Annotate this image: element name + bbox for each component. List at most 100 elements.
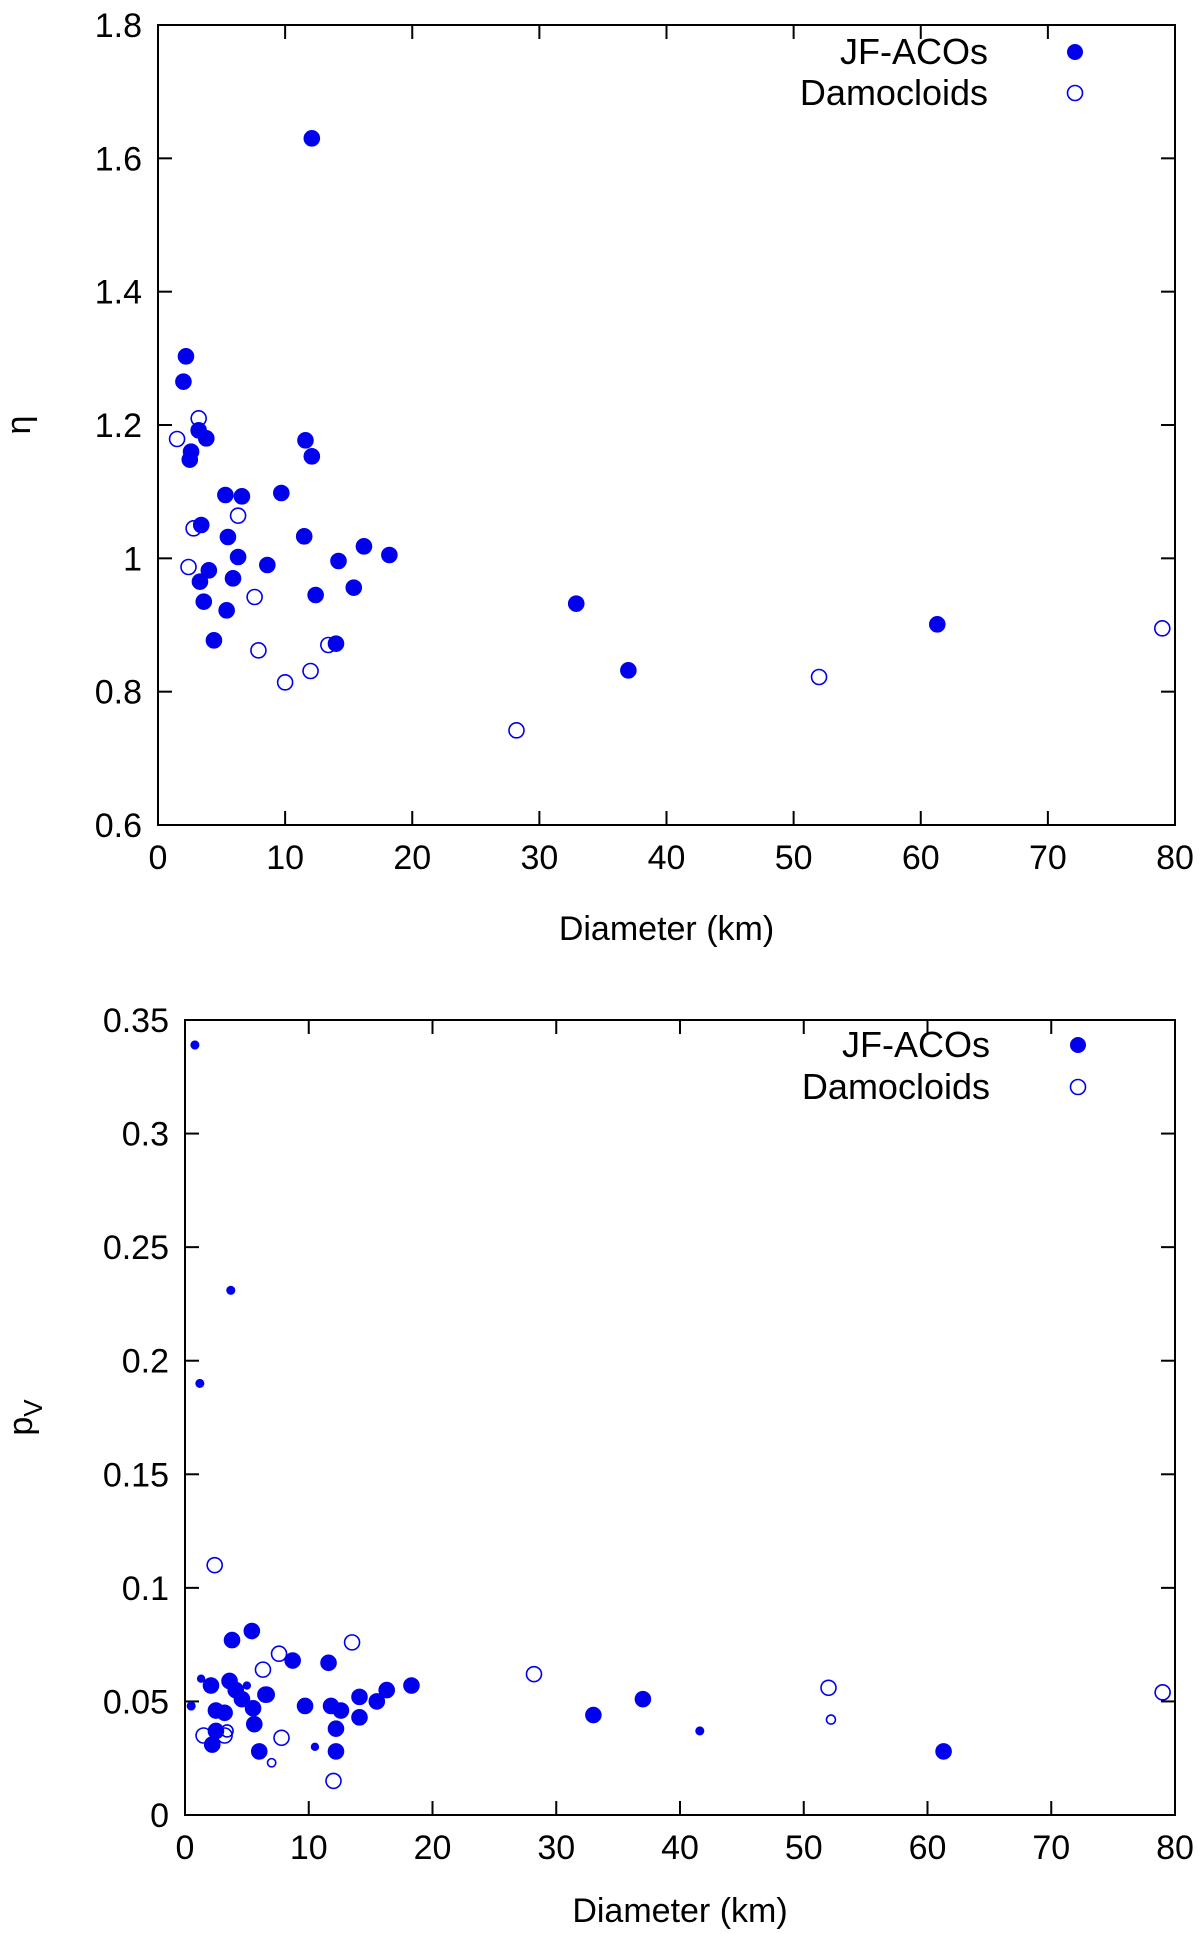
y-tick-label: 1 (123, 540, 142, 578)
jf-aco-point (295, 528, 313, 545)
jf-aco-point (226, 1285, 236, 1295)
jf-aco-point (303, 130, 321, 147)
x-tick-label: 20 (393, 839, 431, 877)
legend-marker-filled-icon (1070, 1037, 1086, 1053)
x-tick-labels: 0 10 20 30 40 50 60 70 80 (149, 839, 1194, 877)
jf-aco-point (327, 1720, 345, 1737)
legend: JF-ACOs Damocloids (802, 1024, 1087, 1107)
x-axis-label: Diameter (km) (559, 910, 774, 948)
damocloid-point (820, 1679, 837, 1697)
damocloid-point (190, 410, 207, 427)
y-axis-label: η (0, 416, 38, 435)
x-tick-label: 10 (266, 839, 304, 877)
jf-aco-point (191, 573, 209, 590)
damocloid-point (343, 1634, 361, 1651)
x-tick-label: 70 (1032, 1829, 1070, 1867)
jf-aco-point (330, 552, 347, 570)
y-tick-labels: 0 0.05 0.1 0.15 0.2 0.25 0.3 0.35 (103, 1002, 169, 1835)
x-tick-label: 40 (648, 839, 686, 877)
damocloid-point (825, 1714, 837, 1725)
damocloid-point (229, 507, 247, 524)
legend: JF-ACOs Damocloids (800, 31, 1084, 113)
legend-label-damocloids: Damocloids (802, 1066, 990, 1107)
jf-aco-point (259, 556, 276, 574)
jf-aco-point (567, 595, 585, 612)
jf-aco-point (257, 1686, 274, 1703)
x-tick-label: 10 (290, 1829, 328, 1867)
x-tick-label: 80 (1156, 839, 1194, 877)
y-tick-label: 0.2 (122, 1343, 169, 1381)
y-axis-label-subscript: V (18, 1399, 48, 1417)
jf-aco-point (229, 548, 247, 566)
damocloid-point (258, 1686, 275, 1703)
jf-aco-point (381, 546, 398, 564)
x-tick-label: 50 (775, 839, 813, 877)
damocloid-point (1153, 620, 1171, 637)
damocloid-point (180, 558, 197, 576)
x-axis-label: Diameter (km) (572, 1892, 787, 1930)
jf-aco-point (320, 1654, 337, 1672)
jf-aco-point (233, 488, 251, 505)
x-tick-label: 20 (414, 1829, 452, 1867)
damocloid-point (246, 588, 263, 606)
x-tick-label: 60 (909, 1829, 947, 1867)
tick-marks (157, 24, 1176, 826)
y-tick-label: 1.6 (95, 140, 142, 178)
jf-aco-point (196, 1674, 206, 1683)
jf-aco-point (935, 1743, 952, 1760)
jf-aco-point (216, 1704, 233, 1722)
damocloid-point (302, 662, 319, 680)
jf-aco-point (284, 1652, 301, 1669)
damocloid-point (270, 1645, 288, 1663)
damocloid-point (273, 1729, 290, 1747)
jf-aco-point (403, 1677, 420, 1694)
legend-label-jf-acos: JF-ACOs (840, 31, 988, 72)
albedo-panel: 0 10 20 30 40 50 60 70 80 0 0.05 0.1 0.15 0.2 0.25 0.3… (2, 1002, 1194, 1930)
damocloid-point (1154, 1684, 1171, 1701)
y-tick-label: 0.05 (103, 1683, 169, 1721)
jf-aco-point (928, 616, 946, 633)
x-tick-label: 0 (149, 839, 168, 877)
jf-aco-point (585, 1706, 602, 1724)
legend-marker-open-icon (1069, 1078, 1087, 1096)
x-tick-label: 60 (902, 839, 940, 877)
jf-aco-point (243, 1622, 261, 1640)
data-points (168, 130, 1171, 739)
damocloid-point (250, 642, 267, 659)
damocloid-point (508, 722, 525, 739)
jf-aco-point (207, 1722, 225, 1740)
jf-aco-point (217, 486, 234, 504)
damocloid-point (325, 1772, 342, 1790)
x-tick-label: 0 (176, 1829, 195, 1867)
x-tick-label: 30 (537, 1829, 575, 1867)
y-tick-label: 0.3 (122, 1116, 169, 1154)
damocloid-point (195, 1727, 212, 1744)
plot-frame (184, 1019, 1176, 1816)
jf-aco-point (355, 538, 373, 555)
jf-aco-point (224, 570, 242, 587)
jf-aco-point (273, 484, 290, 502)
damocloid-point (206, 1556, 223, 1574)
jf-aco-point (351, 1709, 368, 1726)
y-tick-label: 0.35 (103, 1002, 169, 1040)
jf-aco-point (327, 1743, 345, 1760)
jf-aco-point (351, 1688, 368, 1706)
jf-aco-point (223, 1631, 241, 1649)
damocloid-point (810, 668, 828, 686)
y-tick-label: 0.6 (95, 807, 142, 845)
jf-aco-point (345, 579, 363, 596)
data-points (186, 1040, 1171, 1790)
jf-aco-point (307, 586, 324, 604)
jf-aco-point (244, 1699, 262, 1717)
damocloid-point (525, 1665, 543, 1683)
legend-marker-filled-icon (1067, 44, 1083, 60)
y-tick-label: 0 (150, 1797, 169, 1835)
x-tick-label: 80 (1156, 1829, 1194, 1867)
jf-aco-point (195, 1378, 205, 1388)
jf-aco-point (205, 632, 223, 649)
legend-label-damocloids: Damocloids (800, 72, 988, 113)
jf-aco-point (218, 602, 235, 619)
jf-aco-point (182, 443, 200, 460)
jf-aco-point (310, 1742, 320, 1752)
